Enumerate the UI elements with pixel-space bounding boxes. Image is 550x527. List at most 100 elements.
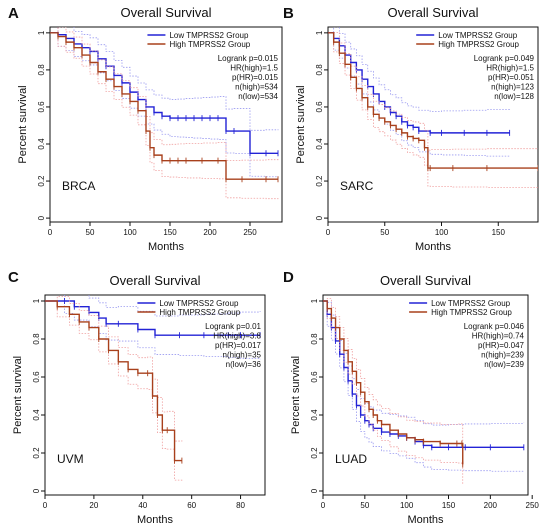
y-axis-label: Percent survival xyxy=(17,85,29,163)
x-tick-label: 20 xyxy=(89,501,98,510)
x-tick-label: 0 xyxy=(43,501,48,510)
x-tick-label: 150 xyxy=(442,501,456,510)
x-tick-label: 100 xyxy=(123,228,137,237)
survival-curve-high xyxy=(45,300,182,462)
y-tick-label: 0 xyxy=(310,488,319,493)
y-tick-label: 0.6 xyxy=(310,371,319,383)
chart-title: Overall Survival xyxy=(387,5,478,20)
x-tick-label: 250 xyxy=(526,501,540,510)
plot-frame xyxy=(327,26,539,223)
ci-band-high xyxy=(323,300,464,485)
x-axis-label: Months xyxy=(407,514,444,526)
stat-line: Logrank p=0.046 xyxy=(464,322,525,331)
ci-band-high xyxy=(45,296,183,442)
x-tick-label: 200 xyxy=(484,501,498,510)
x-tick-label: 60 xyxy=(187,501,196,510)
ci-band-low xyxy=(323,300,525,472)
y-tick-label: 0.4 xyxy=(310,409,319,421)
x-axis-label: Months xyxy=(415,241,452,253)
y-tick-label: 0 xyxy=(37,215,46,220)
legend-entry: High TMPRSS2 Group xyxy=(169,40,250,49)
chart-title: Overall Survival xyxy=(380,273,471,288)
y-tick-label: 1 xyxy=(315,30,324,35)
stat-line: Logrank p=0.015 xyxy=(218,54,279,63)
legend-entry: Low TMPRSS2 Group xyxy=(159,299,239,308)
stat-line: n(low)=128 xyxy=(494,92,534,101)
survival-curve-low xyxy=(45,300,261,336)
chart-title: Overall Survival xyxy=(120,5,211,20)
ci-band-high xyxy=(328,31,538,151)
stat-line: HR(high)=1.5 xyxy=(230,64,278,73)
x-axis-label: Months xyxy=(148,241,185,253)
x-tick-label: 0 xyxy=(321,501,326,510)
panel-letter: B xyxy=(283,5,294,22)
stat-line: n(high)=123 xyxy=(491,83,534,92)
curves xyxy=(50,27,279,200)
x-tick-label: 50 xyxy=(360,501,369,510)
cancer-type-label: UVM xyxy=(57,452,84,466)
ci-band-high xyxy=(50,27,279,161)
y-tick-label: 0.2 xyxy=(310,447,319,459)
curves xyxy=(328,27,538,188)
stat-line: HR(high)=3.8 xyxy=(213,332,261,341)
ci-band-low xyxy=(50,32,279,178)
y-tick-label: 0.4 xyxy=(315,138,324,150)
y-axis-label: Percent survival xyxy=(12,356,24,434)
y-tick-label: 0.4 xyxy=(37,138,46,150)
x-tick-label: 0 xyxy=(48,228,53,237)
stat-line: n(low)=239 xyxy=(484,360,524,369)
stat-line: p(HR)=0.051 xyxy=(488,73,535,82)
stat-line: p(HR)=0.017 xyxy=(215,341,262,350)
legend-entry: High TMPRSS2 Group xyxy=(431,308,512,317)
legend-entry: Low TMPRSS2 Group xyxy=(169,31,249,40)
y-axis-label: Percent survival xyxy=(295,85,307,163)
stat-line: n(low)=534 xyxy=(238,92,278,101)
stat-line: Logrank p=0.049 xyxy=(474,54,535,63)
legend-entry: Low TMPRSS2 Group xyxy=(438,31,518,40)
legend-entry: High TMPRSS2 Group xyxy=(438,40,519,49)
y-tick-label: 1 xyxy=(37,30,46,35)
stat-line: n(low)=36 xyxy=(226,360,262,369)
x-tick-label: 100 xyxy=(400,501,414,510)
y-axis-label: Percent survival xyxy=(290,356,302,434)
x-tick-label: 150 xyxy=(163,228,177,237)
cancer-type-label: SARC xyxy=(340,179,374,193)
y-tick-label: 0.6 xyxy=(37,101,46,113)
x-tick-label: 0 xyxy=(326,228,331,237)
stat-line: n(high)=239 xyxy=(481,351,524,360)
y-tick-label: 1 xyxy=(32,298,41,303)
y-tick-label: 0 xyxy=(32,488,41,493)
x-tick-label: 250 xyxy=(243,228,257,237)
panel-letter: A xyxy=(8,5,19,22)
stat-line: n(high)=35 xyxy=(223,351,262,360)
x-tick-label: 200 xyxy=(203,228,217,237)
curves xyxy=(323,298,525,485)
x-tick-label: 80 xyxy=(236,501,245,510)
chart-title: Overall Survival xyxy=(109,273,200,288)
ci-band-low xyxy=(328,27,511,112)
stat-line: HR(high)=1.5 xyxy=(486,64,534,73)
km-panel-c: C Overall Survival 0 20 40 60 80 0 0.2 0.4 0.6 0.8 1… xyxy=(8,269,266,526)
stat-line: p(HR)=0.047 xyxy=(478,341,525,350)
y-tick-label: 0.8 xyxy=(32,333,41,345)
legend-entry: Low TMPRSS2 Group xyxy=(431,299,511,308)
stat-line: Logrank p=0.01 xyxy=(205,322,261,331)
y-tick-label: 0.6 xyxy=(32,371,41,383)
km-panel-d: D Overall Survival 0 50 100 150 200 250 0 0.2 0.4 0… xyxy=(283,269,540,526)
cancer-type-label: BRCA xyxy=(62,179,95,193)
plot-frame xyxy=(44,294,266,496)
ci-band-low xyxy=(50,27,279,131)
y-tick-label: 0.8 xyxy=(37,64,46,76)
ci-band-high xyxy=(45,300,183,481)
x-tick-label: 50 xyxy=(380,228,389,237)
km-panel-a: A Overall Survival 0 50 100 150 200 250 0 0.2 0.4 0… xyxy=(8,5,283,253)
y-tick-label: 0.8 xyxy=(315,64,324,76)
x-tick-label: 50 xyxy=(86,228,95,237)
plot-frame xyxy=(49,26,283,223)
y-tick-label: 0.8 xyxy=(310,333,319,345)
y-tick-label: 1 xyxy=(310,298,319,303)
x-tick-label: 100 xyxy=(435,228,449,237)
ci-band-low xyxy=(45,300,261,360)
curves xyxy=(45,295,261,481)
